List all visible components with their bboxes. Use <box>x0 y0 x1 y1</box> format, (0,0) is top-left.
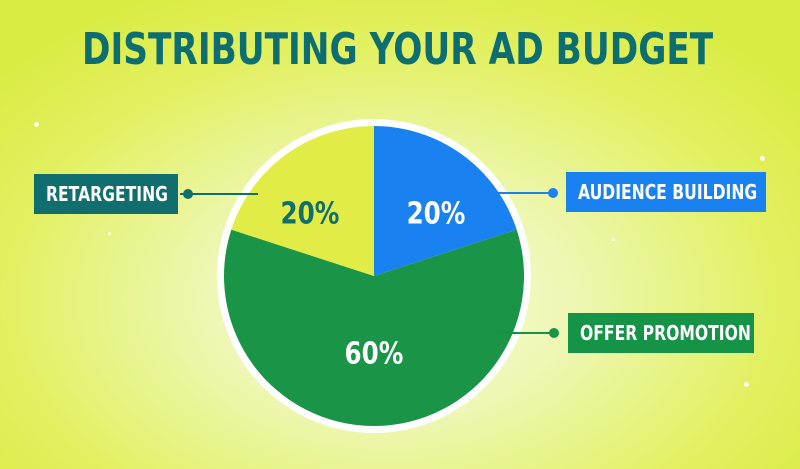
pie-slices <box>217 119 531 433</box>
connector-offer-promotion-dot <box>549 328 559 338</box>
pie-labels: 20% 60% 20% <box>281 197 466 371</box>
pie-slice-offer-promotion <box>223 229 524 427</box>
pie-connectors <box>180 188 559 338</box>
pie-label-retargeting: 20% <box>281 197 340 231</box>
legend-label-offer-promotion-text: OFFER PROMOTION <box>580 321 751 345</box>
legend-label-retargeting-text: RETARGETING <box>46 182 168 206</box>
sparkle-dot <box>34 122 39 127</box>
sparkle-dot <box>612 238 615 241</box>
legend-label-retargeting: RETARGETING <box>34 174 178 214</box>
legend-label-audience-building: AUDIENCE BUILDING <box>566 172 766 212</box>
pie-slice-audience-building <box>374 126 517 276</box>
pie-label-audience-building: 20% <box>407 197 466 231</box>
sparkle-dot <box>744 382 749 387</box>
pie-label-offer-promotion: 60% <box>345 337 404 371</box>
sparkle-dot <box>760 156 765 161</box>
connector-retargeting-dot <box>183 189 193 199</box>
pie-slice-retargeting <box>231 126 374 276</box>
legend-label-offer-promotion: OFFER PROMOTION <box>568 313 754 353</box>
sparkle-dot <box>108 232 111 235</box>
legend-label-audience-building-text: AUDIENCE BUILDING <box>578 180 758 204</box>
connector-audience-building-dot <box>548 188 558 198</box>
